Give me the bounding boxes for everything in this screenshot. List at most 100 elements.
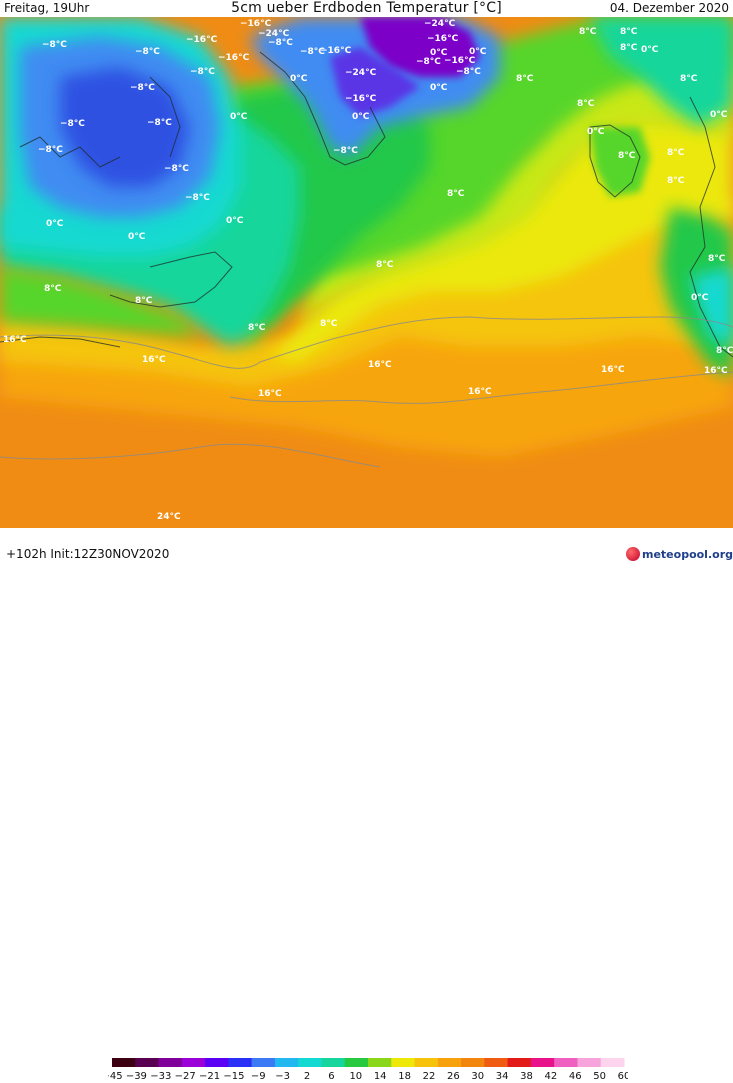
europe-cyan-zone [690, 267, 733, 347]
temp-label: 0°C [226, 216, 244, 226]
temp-label: −16°C [320, 46, 352, 56]
temp-label: 16°C [258, 389, 282, 399]
legend-tick-label: −39 [126, 1071, 147, 1082]
legend-tick-label: 18 [398, 1071, 411, 1082]
legend-swatch [461, 1058, 485, 1067]
temp-label: 8°C [620, 27, 638, 37]
temp-label: −8°C [185, 193, 210, 203]
legend-swatch [577, 1058, 602, 1067]
temp-label: 16°C [468, 387, 492, 397]
legend-swatch [274, 1058, 299, 1067]
uk-zone [590, 127, 650, 197]
coastlines [0, 51, 733, 358]
legend-tick-label: 50 [593, 1071, 606, 1082]
date-label: 04. Dezember 2020 [609, 1, 729, 15]
brand-logo[interactable]: meteopool.org [626, 547, 733, 561]
temp-label: 8°C [667, 148, 685, 158]
legend-tick-label: −15 [223, 1071, 244, 1082]
legend-swatch [554, 1058, 578, 1067]
temp-label: −16°C [218, 53, 250, 63]
temp-label: 8°C [716, 346, 733, 356]
temperature-labels: −24°C −16°C −16°C −16°C −8°C −24°C −16°C… [3, 19, 733, 522]
legend-swatch [228, 1058, 253, 1067]
legend-swatches [112, 1058, 625, 1067]
legend-swatch [181, 1058, 206, 1067]
temp-label: −8°C [190, 67, 215, 77]
legend-swatch [205, 1058, 229, 1067]
temp-label: 16°C [601, 365, 625, 375]
legend-swatch [368, 1058, 392, 1067]
meteopool-logo-icon [626, 547, 640, 561]
greenland-core-zone [360, 17, 480, 77]
legend-tick-label: 38 [520, 1071, 533, 1082]
temp-label: 8°C [44, 284, 62, 294]
legend-swatch [251, 1058, 276, 1067]
run-info: +102h Init:12Z30NOV2020 [6, 547, 170, 561]
legend-swatch [437, 1058, 462, 1067]
temp-label: 0°C [430, 48, 448, 58]
lime-zone [300, 47, 733, 327]
temp-label: −16°C [444, 56, 476, 66]
legend-swatch [507, 1058, 532, 1067]
legend-swatch [298, 1058, 322, 1067]
legend-tick-label: −33 [150, 1071, 171, 1082]
temp-label: 16°C [704, 366, 728, 376]
temp-label: 16°C [368, 360, 392, 370]
temp-label: −16°C [186, 35, 218, 45]
legend-tick-label: 34 [496, 1071, 509, 1082]
scandinavia-zone [590, 17, 733, 127]
legend-swatch [135, 1058, 160, 1067]
legend-tick-label: 46 [569, 1071, 582, 1082]
temp-label: 0°C [469, 47, 487, 57]
temp-label: 8°C [376, 260, 394, 270]
temp-label: 8°C [447, 189, 465, 199]
map-title: 5cm ueber Erdboden Temperatur [°C] [231, 0, 502, 16]
temp-label: −8°C [456, 67, 481, 77]
temp-label: −8°C [130, 83, 155, 93]
temp-label: 0°C [290, 74, 308, 84]
temp-label: 8°C [516, 74, 534, 84]
color-scale-legend: −45−39−33−27−21−15−9−3261014182226303438… [108, 1058, 628, 1082]
legend-swatch [530, 1058, 555, 1067]
legend-tick-label: 30 [471, 1071, 484, 1082]
legend-swatch [391, 1058, 416, 1067]
legend-swatch [158, 1058, 183, 1067]
temp-label: 24°C [157, 512, 181, 522]
temp-label: −8°C [147, 118, 172, 128]
temp-label: 0°C [352, 112, 370, 122]
temp-label: 16°C [3, 335, 27, 345]
greenland-mid-zone [330, 47, 420, 117]
temp-label: −24°C [345, 68, 377, 78]
temp-label: 8°C [667, 176, 685, 186]
legend-tick-label: 26 [447, 1071, 460, 1082]
legend-tick-label: 42 [544, 1071, 557, 1082]
temp-label: −16°C [427, 34, 459, 44]
temp-label: −8°C [300, 47, 325, 57]
temp-label: 0°C [710, 110, 728, 120]
legend-tick-label: 2 [304, 1071, 310, 1082]
legend-tick-label: 14 [374, 1071, 387, 1082]
temp-label: 8°C [680, 74, 698, 84]
temp-label: −8°C [60, 119, 85, 129]
legend-swatch [600, 1058, 625, 1067]
temp-label: −16°C [345, 94, 377, 104]
legend-swatch [484, 1058, 509, 1067]
temp-label: −8°C [38, 145, 63, 155]
temp-label: −8°C [333, 146, 358, 156]
legend-swatch [414, 1058, 439, 1067]
legend-swatch [321, 1058, 346, 1067]
legend-tick-label: 60 [618, 1071, 628, 1082]
header-bar: Freitag, 19Uhr 5cm ueber Erdboden Temper… [0, 0, 733, 22]
temp-label: −8°C [268, 38, 293, 48]
temp-label: 8°C [320, 319, 338, 329]
temp-label: 16°C [142, 355, 166, 365]
legend-tick-label: −9 [251, 1071, 266, 1082]
temp-label: 8°C [577, 99, 595, 109]
temp-label: 8°C [135, 296, 153, 306]
temp-label: 0°C [691, 293, 709, 303]
temp-label: 0°C [587, 127, 605, 137]
legend-ticks: −45−39−33−27−21−15−9−3261014182226303438… [108, 1071, 628, 1082]
temp-label: −8°C [164, 164, 189, 174]
temp-label: 0°C [230, 112, 248, 122]
